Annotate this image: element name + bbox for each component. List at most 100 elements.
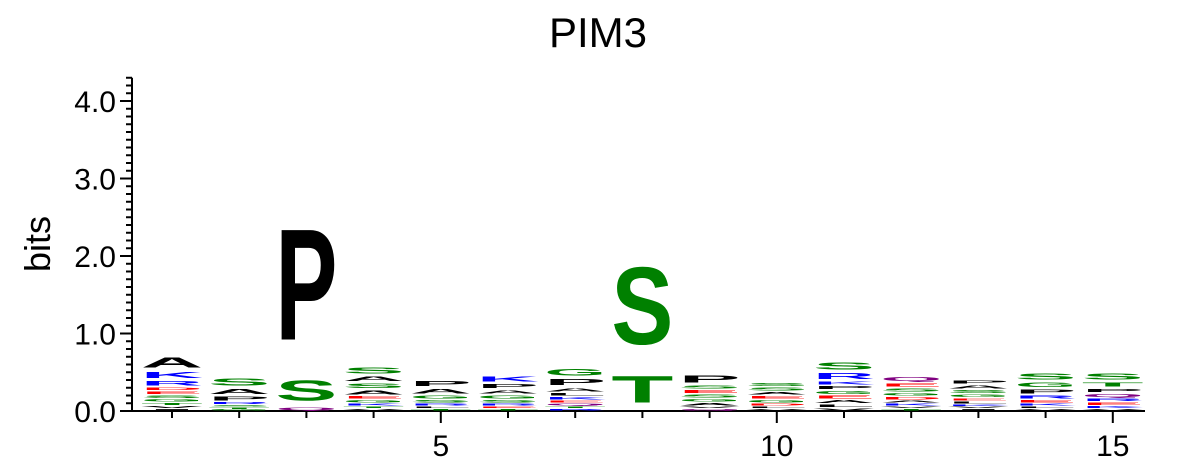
logo-letter-G: G bbox=[477, 395, 539, 400]
logo-letter-E: E bbox=[947, 398, 1009, 401]
logo-letter-R: R bbox=[141, 380, 203, 387]
logo-letter-L: L bbox=[947, 401, 1009, 404]
logo-letter-P: P bbox=[813, 385, 875, 390]
logo-letter-T: T bbox=[544, 406, 606, 408]
logo-letter-A: A bbox=[544, 387, 606, 392]
logo-letter-S: S bbox=[1082, 372, 1144, 381]
logo-letter-K: K bbox=[141, 371, 203, 380]
logo-letter-I: I bbox=[947, 409, 1009, 411]
logo-letter-S: S bbox=[947, 389, 1009, 394]
logo-letter-A: A bbox=[947, 385, 1009, 390]
logo-letter-G: G bbox=[947, 394, 1009, 398]
logo-letter-S: S bbox=[746, 387, 808, 392]
logo-letter-K: K bbox=[1015, 403, 1077, 406]
logo-letter-A: A bbox=[813, 399, 875, 404]
logo-letter-P: P bbox=[947, 379, 1009, 384]
logo-letter-E: E bbox=[343, 395, 405, 399]
logo-letter-T: T bbox=[880, 409, 942, 411]
logo-letter-S: S bbox=[477, 399, 539, 403]
logo-letter-K: K bbox=[880, 403, 942, 406]
logo-letter-S: S bbox=[208, 377, 270, 388]
logo-letter-G: G bbox=[1015, 382, 1077, 389]
logo-letter-P: P bbox=[1082, 388, 1144, 393]
x-tick-label: 15 bbox=[1096, 430, 1129, 463]
logo-letter-S: S bbox=[343, 382, 405, 389]
logo-letter-R: R bbox=[544, 409, 606, 411]
logo-letter-S: S bbox=[410, 399, 472, 403]
logo-letter-G: G bbox=[679, 399, 741, 403]
y-tick-label: 4.0 bbox=[74, 86, 116, 119]
logo-letter-E: E bbox=[477, 406, 539, 408]
logo-letter-K: K bbox=[544, 396, 606, 400]
logo-letter-A: A bbox=[343, 389, 405, 395]
logo-letter-L: L bbox=[746, 406, 808, 408]
logo-letter-S: S bbox=[880, 388, 942, 393]
logo-letter-A: A bbox=[477, 389, 539, 394]
logo-letter-R: R bbox=[410, 403, 472, 406]
logo-letter-I: I bbox=[141, 409, 203, 411]
logo-letter-V: V bbox=[746, 409, 808, 411]
logo-letter-G: G bbox=[410, 395, 472, 400]
logo-letter-V: V bbox=[1082, 409, 1144, 411]
logo-letter-Q: Q bbox=[880, 376, 942, 382]
logo-letter-S: S bbox=[813, 361, 875, 372]
logo-letter-G: G bbox=[141, 399, 203, 403]
logo-letter-S: S bbox=[141, 395, 203, 399]
logo-letter-G: G bbox=[544, 368, 606, 378]
logo-letter-K: K bbox=[813, 381, 875, 386]
logo-letter-E: E bbox=[880, 382, 942, 387]
logo-letter-Q: Q bbox=[1082, 393, 1144, 398]
logo-letter-A: A bbox=[880, 400, 942, 403]
logo-letter-G: G bbox=[746, 399, 808, 403]
logo-letter-L: L bbox=[410, 406, 472, 408]
logo-letter-A: A bbox=[746, 392, 808, 396]
logo-letter-D: D bbox=[141, 387, 203, 391]
logo-letter-V: V bbox=[813, 408, 875, 411]
logo-letter-A: A bbox=[343, 375, 405, 382]
chart-title: PIM3 bbox=[549, 9, 647, 56]
axes: 0.0 1.0 2.0 3.0 4.0 5 10 15 bbox=[74, 76, 1145, 463]
logo-letter-T: T bbox=[477, 409, 539, 411]
x-tick-label: 5 bbox=[432, 430, 449, 463]
logo-letter-R: R bbox=[813, 371, 875, 380]
logo-letter-K: K bbox=[1082, 406, 1144, 409]
logo-letter-Q: Q bbox=[544, 403, 606, 406]
logo-letter-S: S bbox=[679, 394, 741, 399]
logo-letter-P: P bbox=[544, 378, 606, 387]
logo-letter-S: S bbox=[611, 243, 673, 368]
logo-letter-G: G bbox=[813, 390, 875, 395]
logo-letters: IVTGSEDRKAGTSRPASQSPVTKGEASASTLRSGAPTERS… bbox=[141, 195, 1144, 411]
logo-letter-R: R bbox=[1015, 395, 1077, 400]
logo-letter-P: P bbox=[1015, 388, 1077, 394]
logo-letter-A: A bbox=[208, 388, 270, 396]
y-tick-label: 0.0 bbox=[74, 396, 116, 429]
logo-letter-P: P bbox=[275, 195, 337, 373]
logo-letter-A: A bbox=[410, 388, 472, 395]
logo-letter-S: S bbox=[1015, 372, 1077, 381]
y-axis-label: bits bbox=[17, 216, 58, 272]
logo-letter-G: G bbox=[343, 399, 405, 403]
logo-letter-L: L bbox=[1015, 406, 1077, 408]
logo-letter-E: E bbox=[679, 389, 741, 394]
logo-letter-R: R bbox=[1082, 398, 1144, 402]
logo-letter-E: E bbox=[746, 395, 808, 399]
logo-letter-T: T bbox=[611, 369, 673, 411]
logo-letter-S: S bbox=[208, 405, 270, 407]
logo-letter-L: L bbox=[813, 404, 875, 408]
logo-letter-G: G bbox=[880, 392, 942, 396]
logo-letter-T: T bbox=[208, 407, 270, 409]
logo-letter-D: D bbox=[746, 403, 808, 406]
logo-letter-V: V bbox=[343, 409, 405, 411]
logo-letter-E: E bbox=[813, 395, 875, 400]
logo-letter-V: V bbox=[947, 406, 1009, 408]
logo-letter-S: S bbox=[275, 375, 337, 407]
logo-letter-E: E bbox=[1082, 402, 1144, 406]
logo-letter-V: V bbox=[141, 406, 203, 409]
logo-letter-A: A bbox=[679, 402, 741, 406]
logo-letter-S: S bbox=[679, 385, 741, 390]
logo-letter-R: R bbox=[477, 403, 539, 406]
y-tick-label: 3.0 bbox=[74, 164, 116, 197]
logo-letter-P: P bbox=[477, 383, 539, 389]
logo-letter-T: T bbox=[410, 409, 472, 411]
